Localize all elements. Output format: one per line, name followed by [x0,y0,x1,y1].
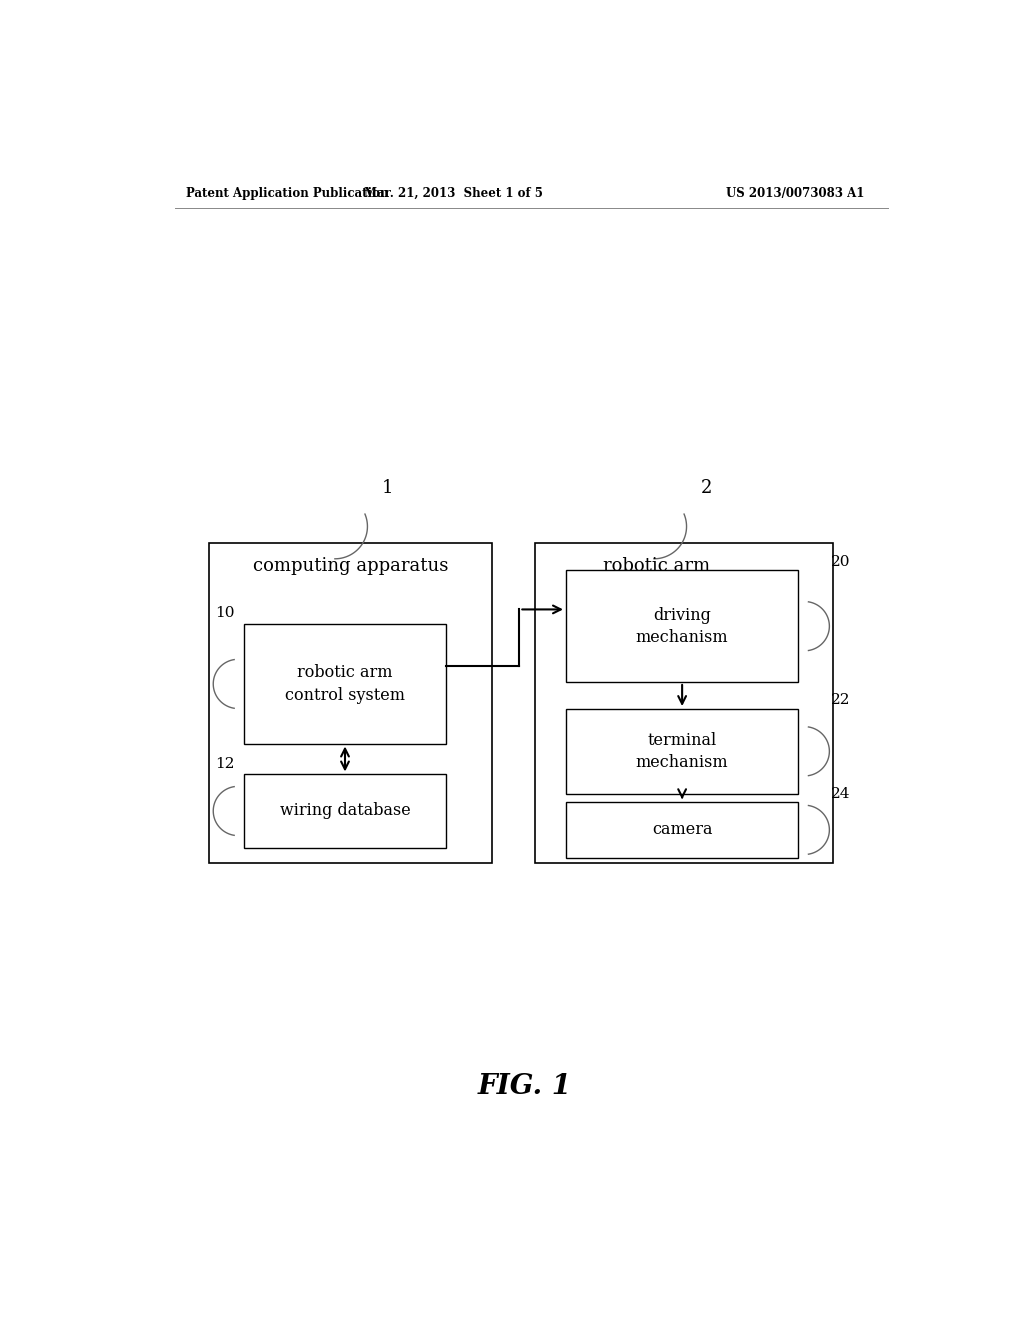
Text: 2: 2 [701,479,713,498]
Bar [245,624,445,743]
Text: robotic arm
control system: robotic arm control system [285,664,406,704]
Text: driving
mechanism: driving mechanism [636,607,728,645]
Text: 22: 22 [830,693,850,708]
Bar [245,775,445,847]
Text: US 2013/0073083 A1: US 2013/0073083 A1 [726,186,864,199]
Text: FIG. 1: FIG. 1 [478,1073,571,1100]
Text: 12: 12 [216,756,236,771]
Text: 10: 10 [216,606,236,620]
Text: robotic arm: robotic arm [603,557,711,576]
Bar [535,544,834,863]
Text: camera: camera [652,821,713,838]
Bar [566,570,799,682]
Text: 1: 1 [382,479,393,498]
Text: computing apparatus: computing apparatus [253,557,449,576]
Text: wiring database: wiring database [280,803,411,820]
Text: 24: 24 [830,787,850,800]
Bar [566,803,799,858]
Text: Mar. 21, 2013  Sheet 1 of 5: Mar. 21, 2013 Sheet 1 of 5 [365,186,543,199]
Text: Patent Application Publication: Patent Application Publication [186,186,389,199]
Bar [209,544,493,863]
Bar [566,709,799,793]
Text: terminal
mechanism: terminal mechanism [636,731,728,771]
Text: 20: 20 [830,554,850,569]
